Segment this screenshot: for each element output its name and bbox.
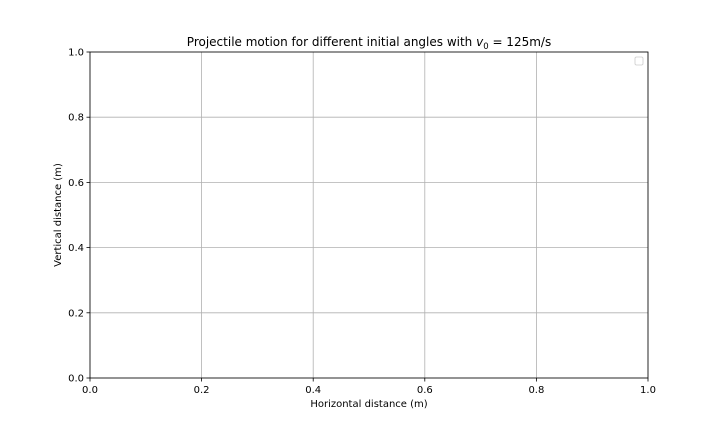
y-axis-label: Vertical distance (m) bbox=[53, 163, 64, 267]
x-tick-label: 0.8 bbox=[528, 385, 544, 396]
x-axis-label: Horizontal distance (m) bbox=[310, 399, 427, 410]
y-tick-label: 0.4 bbox=[68, 243, 84, 254]
x-axis-ticks: 0.0 0.2 0.4 0.6 0.8 1.0 bbox=[82, 378, 656, 396]
chart-title: Projectile motion for different initial … bbox=[187, 35, 551, 52]
y-tick-label: 0.8 bbox=[68, 113, 84, 124]
x-tick-label: 0.6 bbox=[417, 385, 433, 396]
x-tick-label: 0.4 bbox=[305, 385, 321, 396]
y-axis-ticks: 0.0 0.2 0.4 0.6 0.8 1.0 bbox=[68, 48, 90, 385]
x-tick-label: 1.0 bbox=[640, 385, 656, 396]
x-tick-label: 0.0 bbox=[82, 385, 98, 396]
y-tick-label: 0.0 bbox=[68, 374, 84, 385]
y-tick-label: 0.2 bbox=[68, 308, 84, 319]
x-tick-label: 0.2 bbox=[194, 385, 210, 396]
plot-area-frame bbox=[89, 51, 649, 379]
y-tick-label: 0.6 bbox=[68, 178, 84, 189]
y-tick-label: 1.0 bbox=[68, 48, 84, 59]
legend-box bbox=[634, 56, 644, 66]
